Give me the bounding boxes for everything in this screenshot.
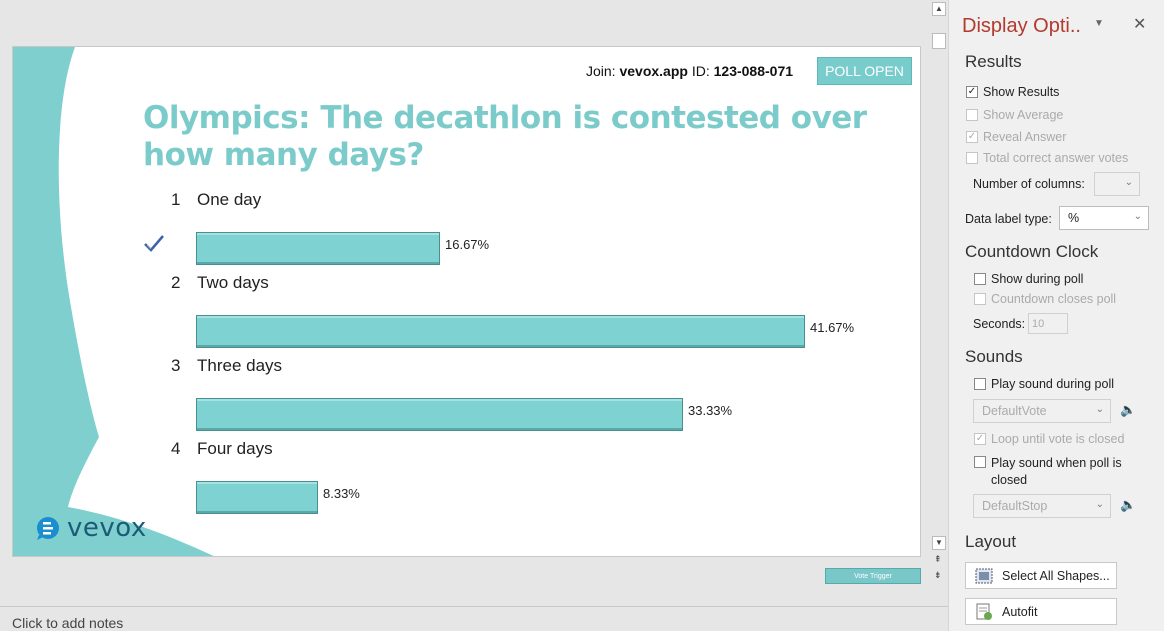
checkbox-checked-icon: ✓: [966, 86, 978, 98]
checkbox-checked-icon: ✓: [966, 131, 978, 143]
poll-status-button[interactable]: POLL OPEN: [817, 57, 912, 85]
vote-sound-speaker-icon[interactable]: 🔈: [1120, 402, 1137, 417]
pane-menu-chevron-down-icon[interactable]: ▼: [1094, 18, 1104, 29]
pane-title: Display Opti..: [962, 15, 1081, 37]
scroll-up-icon[interactable]: ▲: [932, 2, 946, 16]
results-heading: Results: [965, 52, 1022, 71]
option-label: Four days: [197, 439, 273, 458]
chevron-down-icon: ⌄: [1095, 404, 1104, 415]
stop-sound-select[interactable]: DefaultStop ⌄: [973, 494, 1111, 518]
autofit-button[interactable]: Autofit: [965, 598, 1117, 625]
close-icon[interactable]: ✕: [1133, 16, 1147, 33]
vertical-scrollbar[interactable]: ▲ ▼ ⇞ ⇟: [930, 0, 948, 590]
vote-trigger-shape[interactable]: Vote Trigger: [825, 568, 921, 584]
select-all-shapes-button[interactable]: Select All Shapes...: [965, 562, 1117, 589]
result-percent-label: 8.33%: [323, 486, 360, 501]
play-sound-during-poll-checkbox[interactable]: Play sound during poll: [974, 377, 1114, 391]
checkbox-checked-icon: ✓: [974, 433, 986, 445]
show-results-checkbox[interactable]: ✓ Show Results: [966, 85, 1060, 99]
result-bar[interactable]: [196, 481, 318, 514]
vevox-logo-text: vevox: [67, 513, 147, 543]
display-options-pane: Display Opti.. ▼ ✕ Results ✓ Show Results…: [948, 0, 1164, 631]
scroll-thumb[interactable]: [932, 33, 946, 49]
join-site: vevox.app: [619, 63, 688, 79]
result-bar[interactable]: [196, 232, 440, 265]
result-bar[interactable]: [196, 315, 805, 348]
question-title: Olympics: The decathlon is contested ove…: [143, 100, 867, 173]
previous-slide-icon[interactable]: ⇞: [934, 554, 942, 564]
next-slide-icon[interactable]: ⇟: [934, 570, 942, 580]
autofit-icon: [976, 603, 992, 620]
slide-background-shape: [13, 47, 214, 556]
select-shapes-icon: [975, 568, 993, 583]
notes-divider: [0, 606, 948, 607]
chevron-down-icon: ⌄: [1095, 499, 1104, 510]
join-info: Join: vevox.app ID: 123-088-071: [586, 63, 794, 79]
option-label: Three days: [197, 356, 283, 375]
show-during-poll-checkbox[interactable]: Show during poll: [974, 272, 1083, 286]
notes-placeholder[interactable]: Click to add notes: [12, 615, 124, 631]
option-number: 3: [171, 356, 181, 375]
option-label: One day: [197, 190, 262, 209]
vote-sound-select[interactable]: DefaultVote ⌄: [973, 399, 1111, 423]
data-label-type-select[interactable]: % ⌄: [1059, 206, 1149, 230]
option-number: 2: [171, 273, 181, 292]
result-percent-label: 41.67%: [810, 320, 855, 335]
option-label: Two days: [197, 273, 269, 292]
scroll-down-icon[interactable]: ▼: [932, 536, 946, 550]
seconds-label: Seconds:: [973, 317, 1026, 331]
data-label-type-label: Data label type:: [965, 212, 1052, 226]
total-correct-checkbox[interactable]: Total correct answer votes: [966, 151, 1128, 165]
reveal-answer-checkbox[interactable]: ✓ Reveal Answer: [966, 130, 1067, 144]
option-number: 1: [171, 190, 181, 209]
vevox-logo-icon: [37, 517, 59, 540]
num-columns-select[interactable]: ⌄: [1094, 172, 1140, 196]
vevox-logo: vevox: [35, 513, 147, 543]
countdown-closes-poll-checkbox[interactable]: Countdown closes poll: [974, 292, 1116, 306]
countdown-heading: Countdown Clock: [965, 242, 1099, 261]
show-average-checkbox[interactable]: Show Average: [966, 108, 1063, 122]
chevron-down-icon: ⌄: [1124, 177, 1133, 188]
slide-editor: Join: vevox.app ID: 123-088-071 POLL OPE…: [0, 0, 948, 631]
stop-sound-speaker-icon[interactable]: 🔈: [1120, 497, 1137, 512]
seconds-input[interactable]: 10: [1028, 313, 1068, 334]
correct-answer-check-icon: [144, 235, 164, 252]
result-percent-label: 33.33%: [688, 403, 733, 418]
layout-heading: Layout: [965, 532, 1017, 551]
play-sound-when-closed-checkbox[interactable]: Play sound when poll is closed: [974, 455, 1144, 489]
result-percent-label: 16.67%: [445, 237, 490, 252]
num-columns-label: Number of columns:: [973, 177, 1085, 191]
option-number: 4: [171, 439, 181, 458]
slide[interactable]: Join: vevox.app ID: 123-088-071 POLL OPE…: [12, 46, 921, 557]
result-bar[interactable]: [196, 398, 683, 431]
chevron-down-icon: ⌄: [1133, 211, 1142, 222]
loop-until-closed-checkbox[interactable]: ✓ Loop until vote is closed: [974, 432, 1125, 446]
sounds-heading: Sounds: [965, 347, 1023, 366]
join-id: 123-088-071: [713, 63, 794, 79]
